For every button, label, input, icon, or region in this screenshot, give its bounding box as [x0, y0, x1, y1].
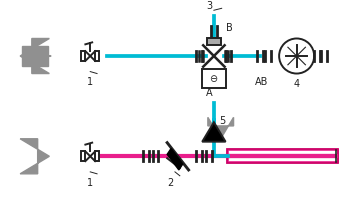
Bar	[95, 51, 99, 61]
Text: AB: AB	[255, 78, 268, 88]
Text: 3: 3	[206, 1, 212, 11]
Text: B: B	[226, 23, 232, 33]
Bar	[228, 151, 338, 162]
Polygon shape	[22, 46, 48, 66]
Circle shape	[279, 39, 314, 73]
Text: 2: 2	[167, 178, 173, 188]
Bar	[202, 69, 226, 88]
Text: A: A	[206, 88, 212, 98]
Bar	[95, 151, 99, 161]
Text: 1: 1	[87, 78, 93, 88]
Polygon shape	[20, 39, 49, 73]
Text: $\ominus$: $\ominus$	[209, 73, 219, 84]
Polygon shape	[202, 122, 226, 142]
Polygon shape	[167, 149, 183, 170]
Bar	[81, 151, 85, 161]
Polygon shape	[208, 117, 234, 139]
Text: 5: 5	[219, 116, 225, 126]
Text: 1: 1	[87, 178, 93, 188]
Bar	[81, 51, 85, 61]
Polygon shape	[20, 139, 49, 174]
Bar	[227, 150, 338, 163]
Bar	[207, 38, 221, 45]
Text: 4: 4	[294, 79, 300, 89]
